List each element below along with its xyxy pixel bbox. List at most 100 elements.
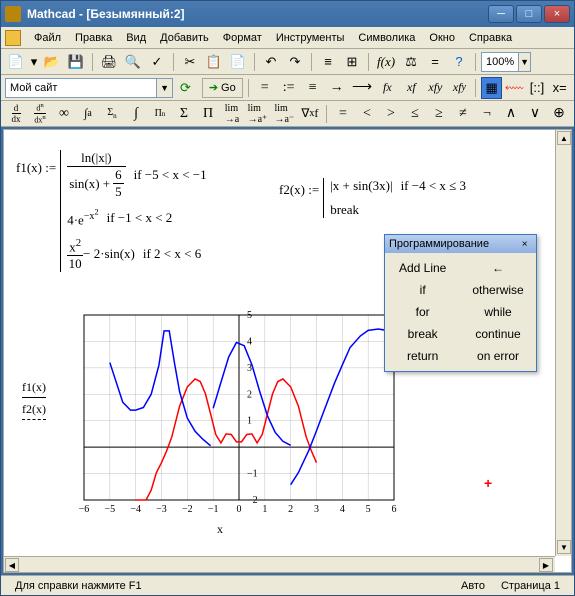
scroll-down-icon[interactable]: ▼: [557, 540, 571, 554]
matrix-palette-button[interactable]: [::]: [527, 77, 548, 99]
paste-button[interactable]: 📄: [227, 51, 249, 73]
menu-edit[interactable]: Правка: [68, 30, 119, 46]
assign-button[interactable]: :=: [278, 77, 300, 99]
open-button[interactable]: 📂: [41, 51, 63, 73]
f2-region[interactable]: f2(x) := |x + sin(3x)| if −4 < x ≤ 3 bre…: [279, 178, 466, 218]
palette-close-button[interactable]: ×: [518, 237, 532, 251]
scrollbar-vertical[interactable]: ▲ ▼: [555, 130, 571, 556]
redo-button[interactable]: ↷: [284, 51, 306, 73]
f1-c3-rest: − 2·sin(x): [83, 246, 135, 262]
zoom-combo[interactable]: 100% ▼: [481, 52, 531, 72]
symbolic-arrow2-button[interactable]: ⟶: [350, 77, 375, 99]
or-button[interactable]: ∨: [524, 103, 546, 125]
sum-button[interactable]: Σ: [173, 103, 195, 125]
limit-right-button[interactable]: lim→a⁺: [245, 103, 270, 125]
ne-button[interactable]: ≠: [452, 103, 474, 125]
copy-button[interactable]: 📋: [203, 51, 225, 73]
align-button[interactable]: ≡: [317, 51, 339, 73]
scrollbar-horizontal[interactable]: ◀ ▶: [4, 556, 555, 572]
sum-range-button[interactable]: Σn: [101, 103, 123, 125]
symbolic-arrow-button[interactable]: →: [326, 77, 348, 99]
units-button[interactable]: ⚖: [400, 51, 422, 73]
prod-button[interactable]: Π: [197, 103, 219, 125]
programming-palette[interactable]: Программирование × Add Line ← if otherwi…: [384, 234, 537, 372]
palette-if[interactable]: if: [391, 281, 454, 299]
undo-button[interactable]: ↶: [260, 51, 282, 73]
fx-var-button[interactable]: fx: [376, 77, 398, 99]
print-button[interactable]: 🖨: [98, 51, 120, 73]
ge-button[interactable]: ≥: [428, 103, 450, 125]
menu-insert[interactable]: Добавить: [153, 30, 216, 46]
graph-palette-button[interactable]: ⬳: [504, 77, 525, 99]
new-dropdown[interactable]: ▾: [29, 51, 39, 73]
palette-for[interactable]: for: [391, 303, 454, 321]
spell-button[interactable]: ✓: [146, 51, 168, 73]
palette-titlebar[interactable]: Программирование ×: [385, 235, 536, 253]
prod-range-button[interactable]: Πn: [149, 103, 171, 125]
close-button[interactable]: ×: [544, 5, 570, 23]
xf-var-button[interactable]: xf: [400, 77, 422, 99]
palette-onerror[interactable]: on error: [466, 347, 529, 365]
preview-button[interactable]: 🔍: [122, 51, 144, 73]
new-button[interactable]: 📄: [5, 51, 27, 73]
palette-addline[interactable]: Add Line: [391, 259, 454, 277]
svg-text:−5: −5: [105, 504, 116, 515]
bool-eq-button[interactable]: ≡: [302, 77, 324, 99]
cut-button[interactable]: ✂: [179, 51, 201, 73]
palette-otherwise[interactable]: otherwise: [466, 281, 529, 299]
site-arrow[interactable]: ▼: [156, 79, 172, 97]
worksheet[interactable]: ▲ f1(x) := ln(|x|) sin(x) + 65: [3, 129, 572, 573]
limit-left-button[interactable]: lim→a⁻: [272, 103, 297, 125]
scroll-right-icon[interactable]: ▶: [539, 558, 553, 572]
menu-symbolic[interactable]: Символика: [351, 30, 422, 46]
svg-text:6: 6: [392, 504, 397, 515]
go-button[interactable]: ➔Go: [202, 78, 243, 98]
f1-region[interactable]: f1(x) := ln(|x|) sin(x) + 65: [16, 150, 207, 272]
not-button[interactable]: ¬: [476, 103, 498, 125]
comp-eq-button[interactable]: =: [332, 103, 354, 125]
menu-view[interactable]: Вид: [119, 30, 153, 46]
calc-button[interactable]: =: [424, 51, 446, 73]
f1-c2-cond: if −1 < x < 2: [107, 210, 173, 226]
infinity-button[interactable]: ∞: [53, 103, 75, 125]
refresh-button[interactable]: ⟳: [175, 77, 196, 99]
menu-format[interactable]: Формат: [216, 30, 269, 46]
scroll-up-icon[interactable]: ▲: [557, 131, 571, 145]
eval-equals-button[interactable]: =: [254, 77, 276, 99]
save-button[interactable]: 💾: [65, 51, 87, 73]
palette-break[interactable]: break: [391, 325, 454, 343]
scroll-left-icon[interactable]: ◀: [5, 558, 19, 572]
zoom-arrow[interactable]: ▼: [518, 53, 530, 71]
fx-button[interactable]: f(x): [374, 54, 398, 70]
gradient-button[interactable]: ∇xf: [299, 103, 321, 125]
calc-palette-button[interactable]: ▦: [481, 77, 502, 99]
menu-file[interactable]: Файл: [27, 30, 68, 46]
palette-while[interactable]: while: [466, 303, 529, 321]
le-button[interactable]: ≤: [404, 103, 426, 125]
menu-window[interactable]: Окно: [422, 30, 462, 46]
gt-button[interactable]: >: [380, 103, 402, 125]
palette-return[interactable]: return: [391, 347, 454, 365]
xfy2-var-button[interactable]: xfy: [448, 77, 470, 99]
nth-derivative-button[interactable]: dndxn: [29, 103, 51, 125]
eval-palette-button[interactable]: x=: [549, 77, 570, 99]
integral-button[interactable]: ∫a: [77, 103, 99, 125]
and-button[interactable]: ∧: [500, 103, 522, 125]
menu-tools[interactable]: Инструменты: [269, 30, 352, 46]
toolbar-site: Мой сайт ▼ ⟳ ➔Go = := ≡ → ⟶ fx xf xfy xf…: [1, 75, 574, 101]
f2-lhs: f2(x) :=: [279, 182, 319, 198]
site-combo[interactable]: Мой сайт ▼: [5, 78, 173, 98]
help-button[interactable]: ?: [448, 51, 470, 73]
palette-arrow[interactable]: ←: [466, 259, 529, 277]
palette-continue[interactable]: continue: [466, 325, 529, 343]
align2-button[interactable]: ⊞: [341, 51, 363, 73]
menu-help[interactable]: Справка: [462, 30, 519, 46]
limit-button[interactable]: lim→a: [221, 103, 243, 125]
minimize-button[interactable]: ─: [488, 5, 514, 23]
xfy-var-button[interactable]: xfy: [424, 77, 446, 99]
lt-button[interactable]: <: [356, 103, 378, 125]
xor-button[interactable]: ⊕: [548, 103, 570, 125]
derivative-button[interactable]: ddx: [5, 103, 27, 125]
indefintegral-button[interactable]: ∫: [125, 103, 147, 125]
maximize-button[interactable]: □: [516, 5, 542, 23]
